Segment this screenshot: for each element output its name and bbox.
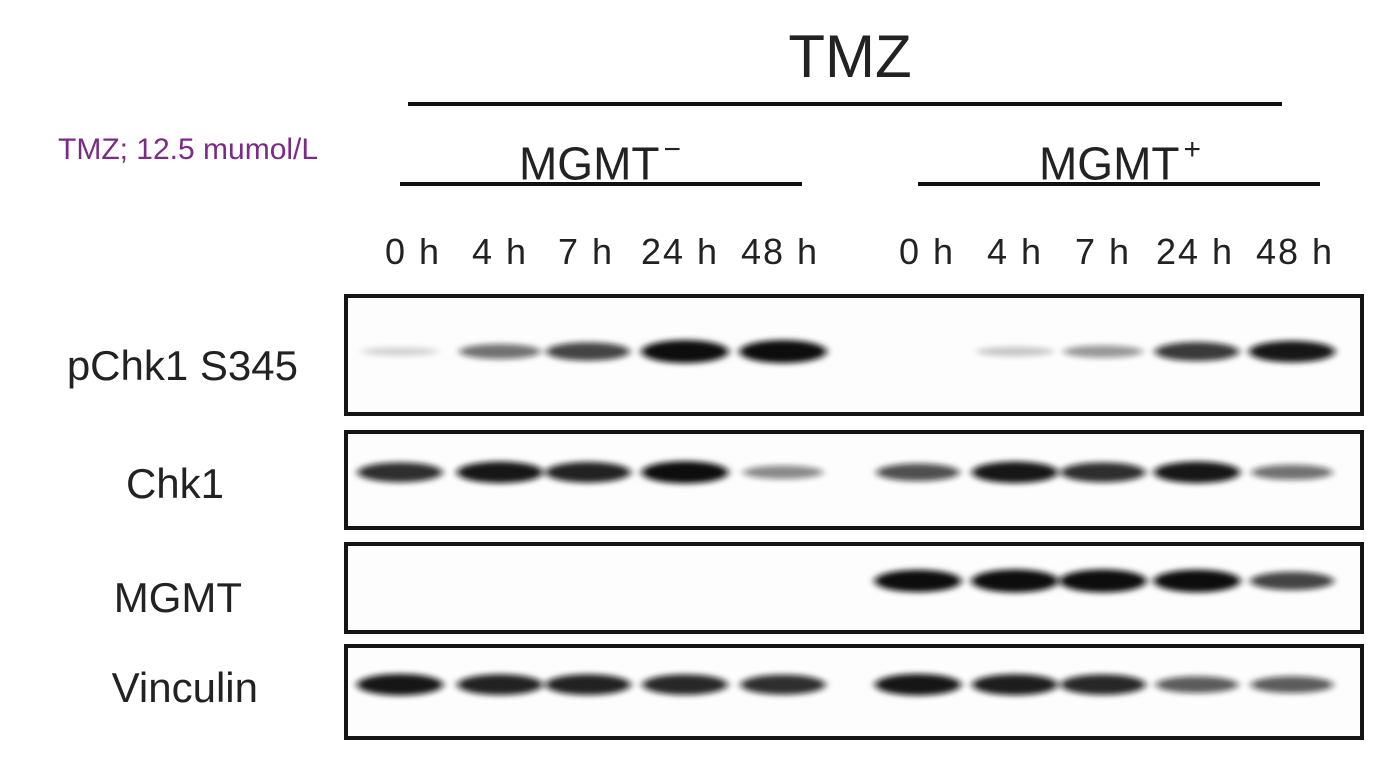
blot-band [874,673,962,696]
blot-band [1250,571,1334,591]
blot-band [356,673,444,696]
lane-label: 4 h [471,231,529,272]
blot-band [456,461,544,484]
blot-band [641,339,729,364]
lane-label: 24 h [1155,231,1235,272]
group-label-mgmt-negative: MGMT − [400,128,800,189]
lane-label: 7 h [1074,231,1132,272]
blot-band [972,674,1058,696]
treatment-rule [408,102,1282,106]
blot-band [641,461,729,484]
row-label-vinculin: Vinculin [111,664,258,711]
blot-band [1248,340,1336,363]
blot-band [1060,462,1146,483]
blot-band [1155,676,1239,694]
blot-band [971,569,1059,593]
lane-label: 48 h [740,231,820,272]
blot-band [546,342,630,361]
blot-band [642,674,728,695]
blot-band [1153,569,1241,593]
blot-band [876,463,960,482]
blot-band [739,339,827,364]
lane-label: 48 h [1255,231,1335,272]
blot-band [976,346,1054,357]
group-name: MGMT [1038,137,1180,190]
blot-band [1060,674,1146,695]
group-rule-mgmt-negative [400,182,802,186]
blot-band [874,569,962,593]
lane-label: 0 h [384,231,442,272]
lane-label: 0 h [898,231,956,272]
blot-band [545,461,631,483]
blot-band [1250,676,1334,694]
row-label-mgmt: MGMT [113,574,242,621]
blot-band [457,674,543,696]
concentration-label: TMZ; 12.5 mumol/L [58,133,319,166]
blot-band [740,674,826,695]
group-sign: + [1183,133,1202,166]
row-label-pchk1: pChk1 S345 [66,342,298,389]
blot-band [1251,464,1333,480]
group-rule-mgmt-positive [918,182,1320,186]
blot-band [361,347,439,356]
blot-band [459,343,541,360]
treatment-title: TMZ [788,23,912,90]
blot-band [1059,569,1147,593]
lane-label: 24 h [640,231,720,272]
blot-band [357,462,443,483]
group-sign: − [663,133,682,166]
blot-band [1153,461,1241,484]
blot-band [1063,345,1143,358]
blot-band [545,674,631,696]
group-name: MGMT [518,137,660,190]
blot-band [742,465,824,480]
lane-label: 4 h [986,231,1044,272]
lane-label: 7 h [557,231,615,272]
blot-band [1154,341,1240,362]
row-label-chk1: Chk1 [125,460,224,507]
group-label-mgmt-positive: MGMT + [920,128,1320,189]
blot-band [971,461,1059,484]
